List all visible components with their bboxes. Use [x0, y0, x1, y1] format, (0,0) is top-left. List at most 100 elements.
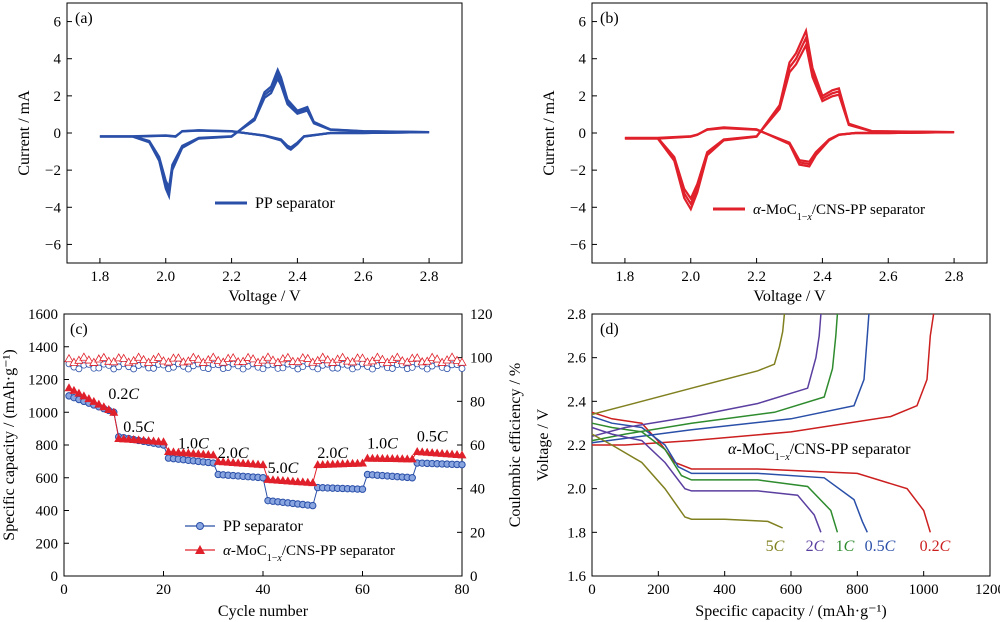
discharge-curve: [591, 422, 839, 533]
rate-label: 1.0C: [367, 435, 398, 452]
panel-c-y2tick-label: 60: [470, 438, 485, 454]
panel-label: (b): [600, 10, 619, 27]
ce-point: [213, 355, 223, 365]
capacity-point: [457, 450, 467, 459]
panel-b-ytick-label: 0: [579, 126, 587, 142]
capacity-point: [64, 383, 74, 392]
ce-point: [99, 352, 109, 361]
panel-c-y2tick-label: 80: [470, 394, 485, 410]
panel-c-ytick-label: 800: [36, 438, 59, 454]
rate-label: 5C: [766, 538, 785, 555]
legend-marker: [195, 545, 205, 554]
capacity-point: [407, 454, 417, 463]
panel-c-xtick-label: 20: [156, 582, 171, 598]
panel-d-ytick-label: 1.6: [567, 569, 586, 585]
capacity-point: [358, 485, 367, 493]
rate-label: 0.2C: [920, 538, 951, 555]
ce-point: [239, 365, 247, 373]
panel-b-xtick-label: 2.4: [813, 269, 832, 285]
panel-c-xtick-label: 60: [355, 582, 370, 598]
x-axis-label: Specific capacity / (mAh·g⁻¹): [695, 603, 886, 620]
ce-point: [457, 357, 467, 366]
capacity-point: [84, 394, 94, 403]
rate-label: 0.5C: [417, 429, 448, 446]
ce-point: [133, 352, 144, 361]
panel-d-ytick-label: 1.8: [567, 525, 586, 541]
rate-label: 2.0C: [218, 445, 249, 462]
ce-point: [150, 364, 157, 372]
x-axis-label: Cycle number: [218, 603, 309, 620]
ce-point: [243, 352, 253, 361]
panel-b-xtick-label: 2.2: [747, 269, 766, 285]
rate-label: 2C: [806, 538, 825, 555]
ce-point: [369, 365, 376, 373]
ce-point: [188, 352, 199, 361]
capacity-point: [208, 450, 218, 459]
ce-point: [208, 352, 218, 361]
ce-point: [397, 355, 407, 365]
ce-point: [408, 363, 416, 371]
ce-point: [452, 355, 462, 364]
panel-d-xtick-label: 400: [713, 582, 736, 598]
y-axis-label: Specific capacity / (mAh·g⁻¹): [1, 349, 18, 540]
panel-b-ytick-label: −6: [570, 237, 586, 253]
rate-label: 1C: [836, 538, 855, 555]
ce-point: [299, 363, 307, 371]
panel-a-xtick-label: 2.4: [288, 269, 307, 285]
panel-c-y2tick-label: 20: [470, 525, 485, 541]
ce-point: [283, 352, 293, 361]
ce-point: [95, 364, 103, 372]
panel-d-xtick-label: 1000: [909, 582, 939, 598]
ce-point: [447, 352, 457, 361]
ce-point: [318, 352, 328, 361]
ce-point: [153, 352, 164, 361]
panel-a-xtick-label: 1.8: [91, 269, 110, 285]
panel-b-xtick-label: 2.6: [879, 269, 898, 285]
charge-curve: [591, 313, 839, 442]
panel-c-ytick-label: 1000: [28, 405, 58, 421]
panel-d-xtick-label: 800: [846, 582, 869, 598]
capacity-point: [309, 501, 317, 510]
y-axis-label: Voltage / V: [535, 408, 552, 481]
legend-label: PP separator: [223, 518, 304, 535]
ce-point: [79, 352, 89, 361]
panel-c-xtick-label: 80: [455, 582, 470, 598]
capacity-point: [109, 407, 119, 416]
capacity-line: [68, 395, 463, 507]
panel-b-ytick-label: −2: [570, 163, 586, 179]
capacity-point: [258, 460, 268, 469]
legend-label: α-MoC1−x/CNS-PP separator: [728, 441, 911, 463]
panel-c-y2tick-label: 0: [470, 569, 478, 585]
panel-a-ytick-label: −6: [45, 237, 61, 253]
ce-point: [138, 354, 149, 364]
capacity-point: [99, 402, 109, 411]
discharge-curve: [591, 411, 932, 533]
capacity-point: [458, 460, 466, 469]
capacity-point: [69, 385, 79, 394]
ce-point: [109, 357, 119, 366]
ce-point: [115, 363, 123, 371]
ce-point: [158, 356, 169, 365]
ce-point: [443, 365, 451, 373]
ce-point: [228, 353, 238, 362]
ce-point: [293, 356, 303, 366]
capacity-point: [104, 405, 114, 414]
ce-point: [337, 352, 348, 361]
panel-d-ytick-label: 2.8: [567, 307, 586, 323]
panel-b-ytick-label: 2: [579, 89, 587, 105]
series-line: [99, 76, 430, 191]
panel-a-ytick-label: −2: [45, 163, 61, 179]
ce-point: [303, 353, 313, 362]
ce-point: [193, 354, 204, 363]
panel-label: (c): [70, 321, 88, 338]
ce-point: [119, 353, 129, 362]
rate-label: 5.0C: [268, 460, 299, 477]
discharge-curve: [591, 433, 784, 529]
series-line: [624, 27, 955, 212]
panel-b-xtick-label: 2.8: [945, 269, 964, 285]
rate-label: 1.0C: [178, 435, 209, 452]
legend-label: α-MoC1−x/CNS-PP separator: [223, 543, 395, 564]
ce-point: [268, 355, 278, 364]
panel-d-xtick-label: 200: [647, 582, 670, 598]
ce-point: [170, 363, 177, 371]
